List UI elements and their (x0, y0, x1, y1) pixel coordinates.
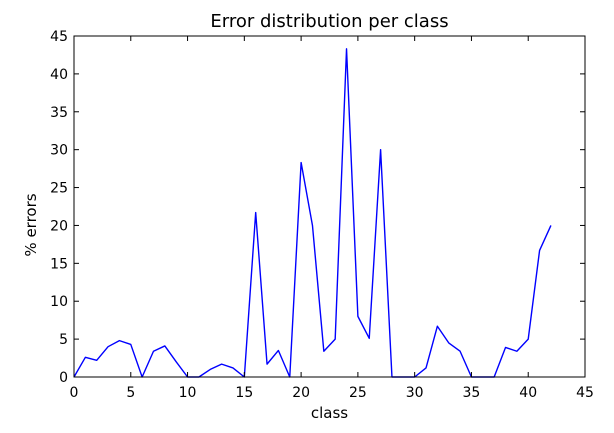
x-tick-label: 30 (406, 385, 424, 401)
y-tick-label: 30 (50, 143, 68, 159)
x-tick-label: 10 (179, 385, 197, 401)
y-tick-label: 40 (50, 67, 68, 83)
plot-area: 0 5 10 15 20 25 30 35 40 45 0 5 10 15 20 25 30 35 40 45 (50, 29, 594, 401)
y-tick-label: 45 (50, 29, 68, 45)
x-tick-label: 20 (292, 385, 310, 401)
x-tick-label: 0 (70, 385, 79, 401)
x-tick-label: 5 (126, 385, 135, 401)
plot-frame (73, 35, 586, 378)
x-tick-label: 25 (349, 385, 367, 401)
y-tick-label: 35 (50, 105, 68, 121)
x-axis-label: class (311, 404, 348, 422)
y-axis-label: % errors (22, 193, 40, 256)
chart-title: Error distribution per class (210, 11, 448, 32)
y-tick-label: 0 (59, 370, 68, 386)
series-line-0 (73, 48, 552, 378)
x-tick-label: 45 (576, 385, 594, 401)
y-tick-label: 20 (50, 218, 68, 234)
y-tick-label: 5 (59, 332, 68, 348)
y-tick-label: 25 (50, 181, 68, 197)
y-tick-label: 10 (50, 294, 68, 310)
x-tick-label: 15 (235, 385, 253, 401)
y-tick-label: 15 (50, 256, 68, 272)
x-tick-label: 35 (463, 385, 481, 401)
x-tick-label: 40 (519, 385, 537, 401)
